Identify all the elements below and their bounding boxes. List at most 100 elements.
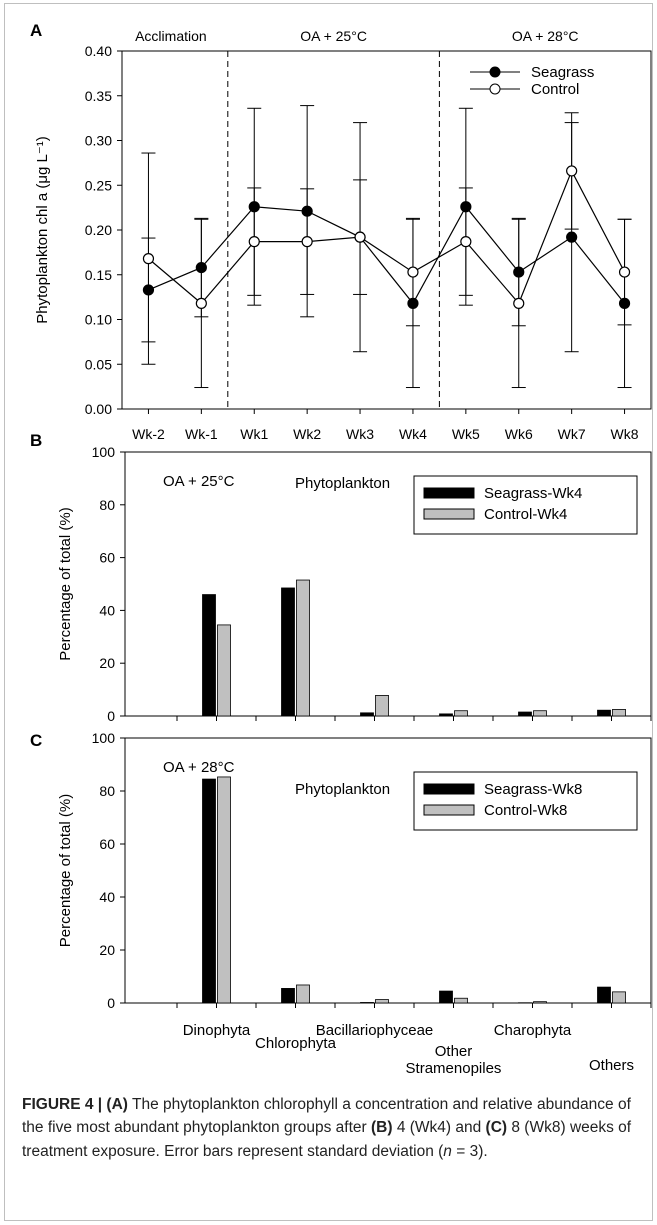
panel-bar-bar [375, 999, 389, 1004]
panel-bar-legend-label: Seagrass-Wk8 [484, 781, 582, 798]
panel-a-period-label: OA + 28°C [512, 28, 579, 44]
panel-bar-ytick-label: 80 [99, 497, 115, 513]
panel-a-legend-label: Seagrass [531, 64, 594, 81]
panel-c-xcategory-label: Charophyta [494, 1022, 572, 1039]
panel-bar-bar [454, 997, 468, 1004]
panel-bar-title: Phytoplankton [295, 781, 390, 798]
panel-a-ytick-label: 0.00 [85, 401, 112, 417]
caption-text-4: = 3). [451, 1142, 488, 1160]
panel-bar-bar [217, 624, 231, 717]
panel-bar-ytick-label: 40 [99, 889, 115, 905]
panel-a-label: A [30, 21, 42, 40]
caption-n: n [443, 1142, 452, 1160]
figure-caption: FIGURE 4 | (A) The phytoplankton chlorop… [22, 1093, 637, 1163]
panel-bar-bar [296, 984, 310, 1004]
panel-bar-bar [612, 991, 626, 1004]
panel-c-label: C [30, 731, 42, 750]
panel-c-xcategory-label: Others [589, 1057, 634, 1074]
panel-a-ytick-label: 0.10 [85, 312, 112, 328]
panel-a-ytick-label: 0.05 [85, 356, 112, 372]
panel-a-point [407, 297, 419, 309]
panel-bar-legend-swatch [423, 487, 475, 499]
caption-text-1: The phytoplankton chlorophyll a concentr… [22, 1096, 631, 1137]
panel-a-point [460, 201, 472, 213]
panel-bar-legend-swatch [423, 804, 475, 816]
panel-bar-annotation: OA + 28°C [163, 759, 235, 776]
panel-bar-ytick-label: 60 [99, 550, 115, 566]
panel-c-xcategory-label: Chlorophyta [255, 1035, 337, 1052]
panel-b-label: B [30, 431, 42, 450]
panel-c-xcategory-label: Stramenopiles [406, 1060, 502, 1077]
panel-bar-bar [518, 711, 532, 717]
panel-bar-title: Phytoplankton [295, 475, 390, 492]
panel-bar-bar [597, 709, 611, 717]
panel-a-ylabel: Phytoplankton chl a (μg L⁻¹) [34, 136, 51, 324]
panel-bar-bar [217, 776, 231, 1004]
panel-bar-bar [202, 778, 216, 1004]
panel-bar-bar [439, 990, 453, 1004]
panel-bar-bar [360, 712, 374, 717]
panel-a-point [566, 231, 578, 243]
panel-a-ytick-label: 0.20 [85, 222, 112, 238]
panel-bar-ytick-label: 100 [92, 444, 116, 460]
panel-a-point [513, 297, 525, 309]
panel-bar-ytick-label: 20 [99, 655, 115, 671]
panel-a-point [460, 236, 472, 248]
panel-a-point [248, 236, 260, 248]
panel-bar-legend-box [413, 771, 638, 831]
panel-bar-bar [533, 1001, 547, 1004]
panel-a-point [618, 297, 631, 309]
panel-bar-ylabel: Percentage of total (%) [57, 794, 74, 947]
panel-a-xtick-label: Wk-1 [185, 426, 218, 442]
panel-bar-legend-swatch [423, 783, 475, 795]
panel-a-point [142, 284, 155, 296]
panel-bar-ytick-label: 60 [99, 836, 115, 852]
panel-a-point [354, 231, 366, 243]
panel-a-point [407, 266, 419, 278]
panel-bar-ytick-label: 0 [107, 995, 115, 1011]
panel-a-xtick-label: Wk8 [611, 426, 639, 442]
panel-a-ytick-label: 0.40 [85, 43, 112, 59]
panel-a-series-line [148, 205, 626, 305]
panel-a-xtick-label: Wk5 [452, 426, 480, 442]
panel-c-xcategory-label: Bacillariophyceae [316, 1022, 434, 1039]
panel-bar-ytick-label: 0 [107, 708, 115, 724]
panel-bar-ytick-label: 100 [92, 730, 116, 746]
panel-a-point [618, 266, 631, 278]
panel-a-xtick-label: Wk7 [558, 426, 586, 442]
panel-bar-bar [360, 1002, 374, 1004]
panel-a-point [566, 165, 578, 177]
caption-text-3: 8 (Wk8) weeks of treatment exposure. Err… [22, 1119, 632, 1160]
panel-a-ytick-label: 0.15 [85, 267, 112, 283]
figure-svg: A 0.00 0.05 0.10 0.15 0.20 0.25 0.30 0.35 0.40 Wk-… [30, 21, 652, 1077]
panel-a-legend-marker [489, 83, 501, 95]
panel-a-point [513, 266, 525, 278]
panel-bar-bar [375, 695, 389, 717]
panel-bar-ytick-label: 80 [99, 783, 115, 799]
panel-a-series-line [148, 169, 626, 305]
panel-a-xtick-label: Wk4 [399, 426, 427, 442]
panel-bar-bar [597, 986, 611, 1004]
panel-a-point [248, 201, 260, 213]
panel-a-ytick-label: 0.30 [85, 133, 112, 149]
panel-a-xtick-label: Wk3 [346, 426, 374, 442]
caption-fig-label: FIGURE 4 | (A) [22, 1096, 128, 1113]
panel-bar-legend-swatch [423, 508, 475, 520]
panel-c-xcategory-label: Dinophyta [183, 1022, 251, 1039]
caption-b-label: (B) [370, 1119, 393, 1137]
panel-bar-legend-box [413, 475, 638, 535]
panel-bar-legend-label: Control-Wk4 [484, 506, 567, 523]
panel-bar-bar [296, 579, 310, 717]
panel-a-point [142, 253, 155, 265]
panel-bar-bar [202, 594, 216, 717]
panel-bar-bar [612, 709, 626, 717]
panel-bar-annotation: OA + 25°C [163, 473, 235, 490]
panel-a-legend-marker [489, 66, 501, 78]
panel-bar-ylabel: Percentage of total (%) [57, 507, 74, 660]
panel-a-point [195, 261, 207, 274]
panel-a-xtick-label: Wk2 [293, 426, 321, 442]
panel-bar-bar [281, 587, 295, 717]
panel-bar-ytick-label: 40 [99, 602, 115, 618]
panel-bar-bar [439, 713, 453, 717]
panel-a-ytick-label: 0.25 [85, 177, 112, 193]
